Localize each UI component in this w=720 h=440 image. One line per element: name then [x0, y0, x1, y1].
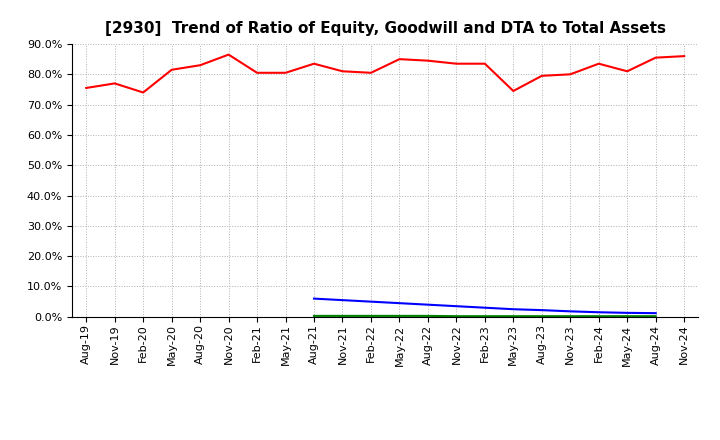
Equity: [566, 72, 575, 77]
Deferred Tax Assets: [480, 314, 489, 319]
Deferred Tax Assets: [509, 314, 518, 319]
Equity: [623, 69, 631, 74]
Equity: [110, 81, 119, 86]
Equity: [537, 73, 546, 78]
Goodwill: [480, 305, 489, 310]
Goodwill: [423, 302, 432, 307]
Goodwill: [509, 307, 518, 312]
Equity: [652, 55, 660, 60]
Deferred Tax Assets: [595, 314, 603, 319]
Deferred Tax Assets: [652, 314, 660, 319]
Equity: [196, 62, 204, 68]
Goodwill: [366, 299, 375, 304]
Equity: [395, 56, 404, 62]
Equity: [82, 85, 91, 91]
Equity: [509, 88, 518, 94]
Deferred Tax Assets: [423, 313, 432, 319]
Legend: Equity, Goodwill, Deferred Tax Assets: Equity, Goodwill, Deferred Tax Assets: [202, 438, 568, 440]
Goodwill: [452, 304, 461, 309]
Deferred Tax Assets: [310, 313, 318, 319]
Equity: [310, 61, 318, 66]
Deferred Tax Assets: [338, 313, 347, 319]
Equity: [366, 70, 375, 75]
Equity: [452, 61, 461, 66]
Line: Equity: Equity: [86, 55, 684, 92]
Equity: [480, 61, 489, 66]
Goodwill: [310, 296, 318, 301]
Goodwill: [338, 297, 347, 303]
Line: Goodwill: Goodwill: [314, 299, 656, 313]
Goodwill: [566, 309, 575, 314]
Goodwill: [623, 310, 631, 315]
Equity: [338, 69, 347, 74]
Deferred Tax Assets: [537, 314, 546, 319]
Goodwill: [395, 301, 404, 306]
Equity: [282, 70, 290, 75]
Equity: [225, 52, 233, 57]
Goodwill: [652, 311, 660, 316]
Deferred Tax Assets: [395, 313, 404, 319]
Equity: [167, 67, 176, 73]
Equity: [139, 90, 148, 95]
Deferred Tax Assets: [566, 314, 575, 319]
Deferred Tax Assets: [623, 314, 631, 319]
Goodwill: [537, 308, 546, 313]
Deferred Tax Assets: [452, 314, 461, 319]
Equity: [680, 54, 688, 59]
Equity: [253, 70, 261, 75]
Equity: [595, 61, 603, 66]
Title: [2930]  Trend of Ratio of Equity, Goodwill and DTA to Total Assets: [2930] Trend of Ratio of Equity, Goodwil…: [104, 21, 666, 36]
Deferred Tax Assets: [366, 313, 375, 319]
Equity: [423, 58, 432, 63]
Goodwill: [595, 310, 603, 315]
